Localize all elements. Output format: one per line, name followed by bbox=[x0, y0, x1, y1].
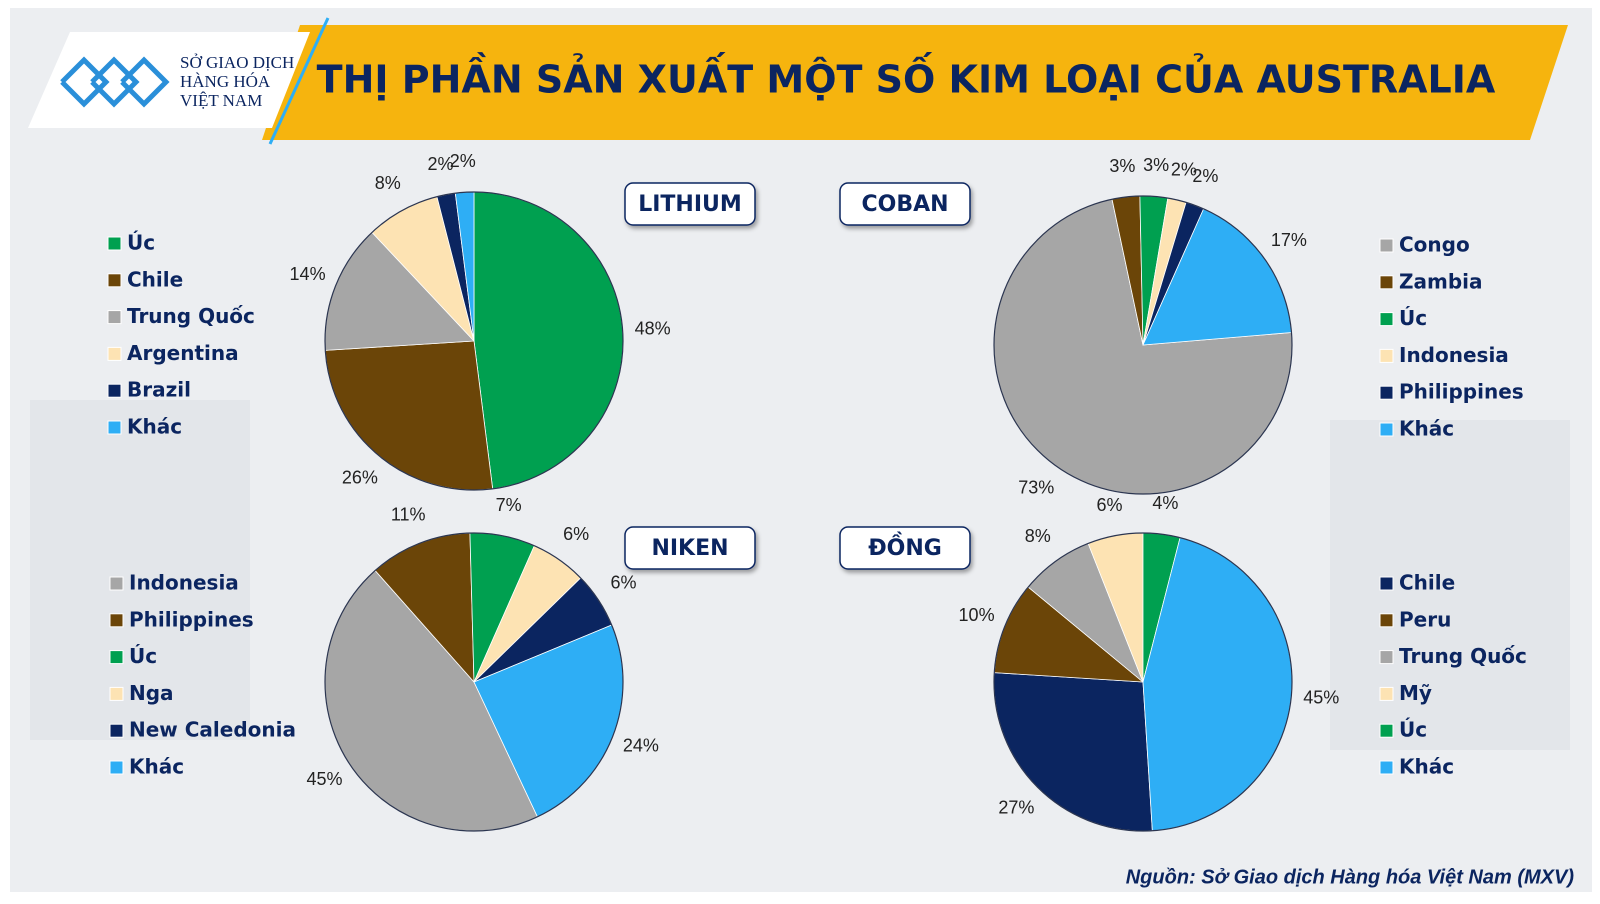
chart-title-box bbox=[624, 526, 756, 570]
legend-swatch bbox=[1379, 576, 1394, 591]
legend-swatch bbox=[1379, 613, 1394, 628]
pie-outline bbox=[993, 532, 1293, 832]
value-label: 8% bbox=[1025, 526, 1051, 546]
legend-label: Úc bbox=[129, 644, 157, 668]
value-label: 10% bbox=[959, 605, 995, 625]
legend-label: Chile bbox=[127, 267, 183, 291]
value-label: 4% bbox=[1152, 493, 1178, 513]
value-label: 8% bbox=[375, 173, 401, 193]
legend-swatch bbox=[1379, 422, 1394, 437]
value-label: 2% bbox=[1192, 166, 1218, 186]
legend-swatch bbox=[107, 273, 122, 288]
banner-accent bbox=[268, 17, 330, 145]
legend-swatch bbox=[1379, 238, 1394, 253]
legend-swatch bbox=[107, 310, 122, 325]
chart-title-box bbox=[839, 526, 971, 570]
legend-label: Philippines bbox=[129, 607, 254, 631]
pie-outline bbox=[993, 195, 1293, 495]
value-label: 11% bbox=[391, 504, 426, 524]
legend-swatch bbox=[1379, 723, 1394, 738]
value-label: 27% bbox=[998, 797, 1034, 817]
legend-swatch bbox=[1379, 686, 1394, 701]
value-label: 17% bbox=[1271, 230, 1307, 250]
legend-label: Philippines bbox=[1399, 380, 1524, 404]
value-label: 3% bbox=[1109, 156, 1135, 176]
value-label: 7% bbox=[496, 495, 522, 515]
legend-swatch bbox=[1379, 312, 1394, 327]
chart-title: ĐỒNG bbox=[868, 532, 942, 561]
page-title: THỊ PHẦN SẢN XUẤT MỘT SỐ KIM LOẠI CỦA AU… bbox=[317, 53, 1496, 102]
value-label: 2% bbox=[1171, 159, 1197, 179]
value-label: 26% bbox=[342, 468, 378, 488]
chart-title: NIKEN bbox=[651, 536, 728, 561]
legend-label: Indonesia bbox=[129, 571, 239, 595]
value-label: 24% bbox=[623, 735, 659, 755]
legend-label: Zambia bbox=[1399, 269, 1483, 293]
legend-label: Trung Quốc bbox=[127, 304, 255, 328]
chart-title: COBAN bbox=[861, 192, 948, 217]
value-label: 14% bbox=[290, 264, 326, 284]
legend-label: Úc bbox=[127, 231, 155, 255]
source-note: Nguồn: Sở Giao dịch Hàng hóa Việt Nam (M… bbox=[1126, 866, 1575, 888]
value-label: 2% bbox=[450, 151, 476, 171]
legend-label: Khác bbox=[129, 755, 184, 779]
legend-label: Indonesia bbox=[1399, 343, 1509, 367]
logo-plate bbox=[28, 32, 310, 128]
legend-swatch bbox=[1379, 348, 1394, 363]
chart-title-box bbox=[624, 182, 756, 226]
legend-label: Nga bbox=[129, 681, 174, 705]
logo-text: VIỆT NAM bbox=[180, 91, 262, 110]
legend-swatch bbox=[109, 723, 124, 738]
legend-swatch bbox=[1379, 385, 1394, 400]
legend-label: Khác bbox=[1399, 417, 1454, 441]
legend-swatch bbox=[109, 760, 124, 775]
legend-label: New Caledonia bbox=[129, 718, 296, 742]
legend-swatch bbox=[1379, 760, 1394, 775]
pie-outline bbox=[324, 532, 624, 832]
value-label: 6% bbox=[1096, 495, 1122, 515]
legend-label: Brazil bbox=[127, 378, 191, 402]
value-label: 6% bbox=[563, 524, 589, 544]
value-label: 73% bbox=[1018, 477, 1054, 497]
legend-swatch bbox=[107, 236, 122, 251]
value-label: 2% bbox=[427, 154, 453, 174]
legend-label: Úc bbox=[1399, 306, 1427, 330]
legend-label: Argentina bbox=[127, 341, 239, 365]
legend-swatch bbox=[109, 650, 124, 665]
legend-swatch bbox=[109, 686, 124, 701]
value-label: 6% bbox=[610, 572, 636, 592]
legend-label: Peru bbox=[1399, 607, 1451, 631]
logo-text: HÀNG HÓA bbox=[180, 72, 271, 91]
legend-label: Úc bbox=[1399, 718, 1427, 742]
chart-title-box bbox=[839, 182, 971, 226]
legend-swatch bbox=[109, 613, 124, 628]
legend-label: Chile bbox=[1399, 571, 1455, 595]
legend-swatch bbox=[1379, 650, 1394, 665]
legend-swatch bbox=[107, 346, 122, 361]
value-label: 45% bbox=[307, 769, 343, 789]
pie-outline bbox=[324, 191, 624, 491]
value-label: 3% bbox=[1143, 155, 1169, 175]
legend-label: Trung Quốc bbox=[1399, 644, 1527, 668]
backdrop-shape bbox=[30, 400, 250, 740]
legend-label: Khác bbox=[1399, 755, 1454, 779]
title-banner bbox=[262, 25, 1568, 140]
logo-text: SỞ GIAO DỊCH bbox=[180, 53, 294, 72]
legend-swatch bbox=[107, 420, 122, 435]
value-label: 45% bbox=[1303, 688, 1339, 708]
legend-label: Congo bbox=[1399, 233, 1470, 257]
value-label: 48% bbox=[635, 319, 671, 339]
legend-swatch bbox=[107, 383, 122, 398]
chart-title: LITHIUM bbox=[638, 192, 742, 217]
background bbox=[10, 8, 1592, 892]
legend-label: Mỹ bbox=[1399, 681, 1432, 705]
logo-icon bbox=[60, 56, 170, 108]
legend-label: Khác bbox=[127, 415, 182, 439]
legend-swatch bbox=[109, 576, 124, 591]
legend-swatch bbox=[1379, 275, 1394, 290]
backdrop-shape bbox=[1330, 420, 1570, 750]
